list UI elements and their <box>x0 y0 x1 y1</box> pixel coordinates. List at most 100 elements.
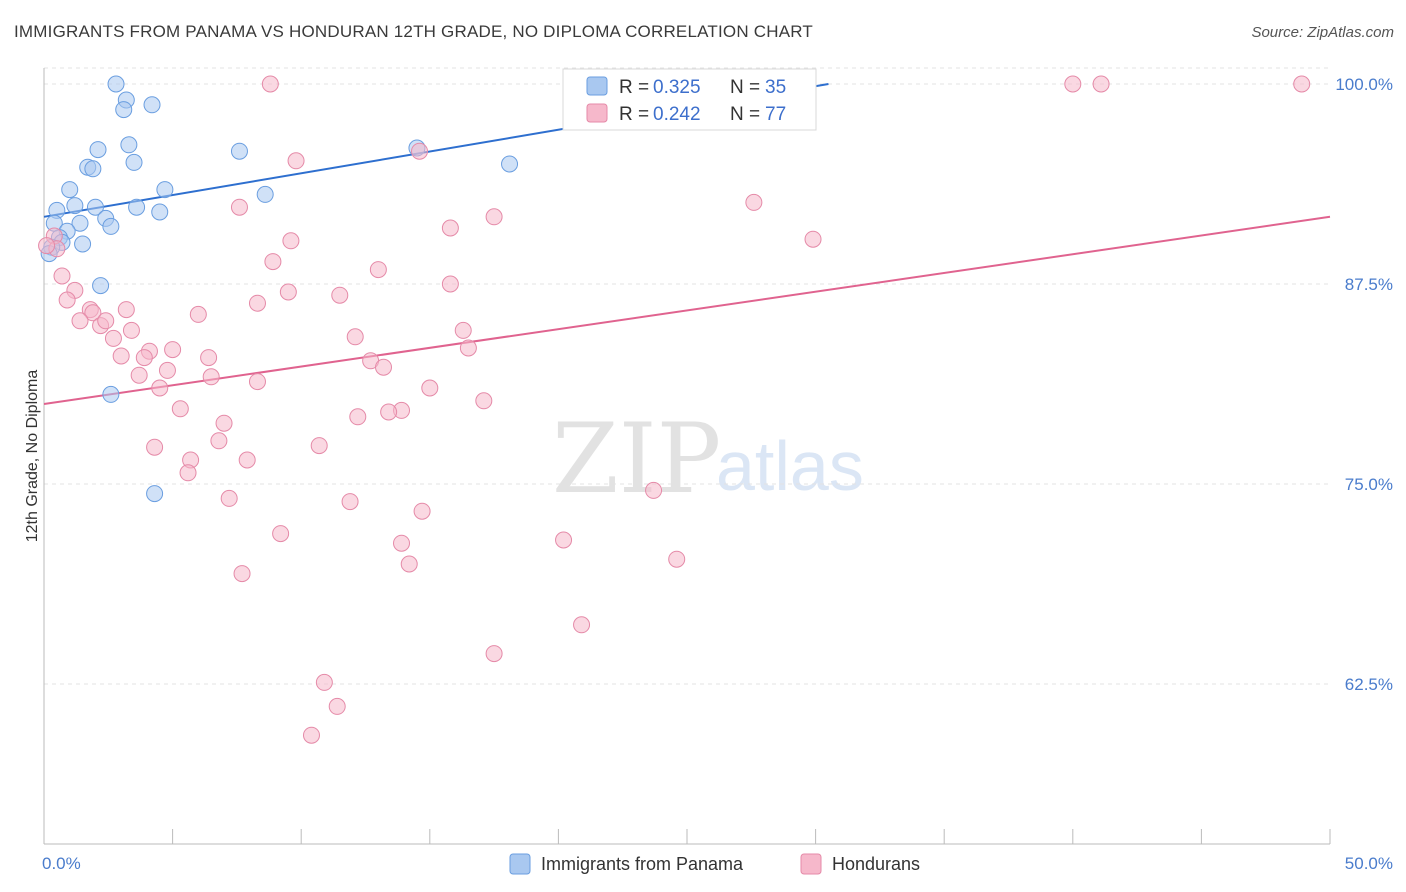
y-axis-title: 12th Grade, No Diploma <box>24 370 41 543</box>
point-hondurans-70 <box>233 565 251 583</box>
point-panama-10 <box>156 181 174 199</box>
point-hondurans-7 <box>230 198 248 216</box>
point-hondurans-2 <box>1064 75 1082 93</box>
point-hondurans-40 <box>135 349 153 367</box>
bottom-legend-swatch-panama <box>509 853 531 875</box>
point-panama-5 <box>89 141 107 159</box>
legend-r-value-hondurans: 0.242 <box>653 104 701 125</box>
point-hondurans-42 <box>375 358 393 376</box>
point-hondurans-46 <box>248 373 266 391</box>
point-hondurans-5 <box>411 142 429 160</box>
axes <box>43 68 1331 845</box>
point-hondurans-18 <box>441 275 459 293</box>
bottom-legend-swatch-hondurans <box>800 853 822 875</box>
point-hondurans-19 <box>279 283 297 301</box>
point-hondurans-48 <box>421 379 439 397</box>
y-tick-label-2: 87.5% <box>1345 275 1393 294</box>
point-panama-30 <box>256 185 274 203</box>
point-hondurans-57 <box>310 437 328 455</box>
point-hondurans-66 <box>555 531 573 549</box>
legend-n-value-panama: 35 <box>765 77 786 98</box>
point-hondurans-52 <box>380 403 398 421</box>
point-panama-32 <box>501 155 519 173</box>
source-label: Source: ZipAtlas.com <box>1251 24 1394 41</box>
point-hondurans-60 <box>179 464 197 482</box>
point-hondurans-43 <box>158 361 176 379</box>
legend-r-label: R = <box>619 104 649 125</box>
point-hondurans-63 <box>341 493 359 511</box>
point-panama-27 <box>102 385 120 403</box>
point-hondurans-69 <box>400 555 418 573</box>
x-tick-label-max: 50.0% <box>1345 854 1393 873</box>
point-hondurans-6 <box>287 152 305 170</box>
point-hondurans-36 <box>164 341 182 359</box>
point-hondurans-4 <box>1293 75 1311 93</box>
point-hondurans-45 <box>202 368 220 386</box>
point-hondurans-35 <box>459 339 477 357</box>
point-hondurans-38 <box>112 347 130 365</box>
point-hondurans-54 <box>215 414 233 432</box>
point-hondurans-15 <box>264 253 282 271</box>
point-hondurans-9 <box>485 208 503 226</box>
trendline-1 <box>43 215 1331 405</box>
point-panama-6 <box>125 153 143 171</box>
point-hondurans-56 <box>146 438 164 456</box>
legend-n-label: N = <box>730 104 760 125</box>
y-tick-label-0: 62.5% <box>1345 675 1393 694</box>
point-hondurans-12 <box>282 232 300 250</box>
point-panama-11 <box>66 197 84 215</box>
point-panama-2 <box>143 96 161 114</box>
point-panama-9 <box>61 181 79 199</box>
point-hondurans-71 <box>573 616 591 634</box>
point-hondurans-22 <box>58 291 76 309</box>
point-hondurans-65 <box>272 525 290 543</box>
point-hondurans-31 <box>122 321 140 339</box>
point-hondurans-23 <box>248 294 266 312</box>
trendlines <box>43 83 1331 405</box>
legend-r-value-panama: 0.325 <box>653 77 701 98</box>
bottom-legend-label-panama: Immigrants from Panama <box>541 854 744 874</box>
point-hondurans-49 <box>475 392 493 410</box>
point-panama-4 <box>120 136 138 154</box>
point-hondurans-72 <box>485 645 503 663</box>
point-hondurans-30 <box>97 312 115 330</box>
point-panama-26 <box>92 277 110 295</box>
point-hondurans-20 <box>331 286 349 304</box>
point-panama-18 <box>71 214 89 232</box>
point-panama-12 <box>86 198 104 216</box>
bottom-legend-label-hondurans: Hondurans <box>832 854 920 874</box>
point-hondurans-27 <box>84 304 102 322</box>
legend-swatch-panama <box>586 76 608 96</box>
point-hondurans-34 <box>104 329 122 347</box>
point-hondurans-8 <box>745 193 763 211</box>
point-panama-23 <box>74 235 92 253</box>
point-hondurans-32 <box>454 321 472 339</box>
point-hondurans-17 <box>53 267 71 285</box>
point-hondurans-25 <box>189 305 207 323</box>
point-hondurans-0 <box>261 75 279 93</box>
legend-r-label: R = <box>619 77 649 98</box>
point-hondurans-67 <box>393 534 411 552</box>
point-panama-28 <box>146 485 164 503</box>
point-hondurans-68 <box>668 550 686 568</box>
point-hondurans-73 <box>315 673 333 691</box>
x-tick-label-min: 0.0% <box>42 854 81 873</box>
point-panama-0 <box>107 75 125 93</box>
point-hondurans-33 <box>346 328 364 346</box>
y-tick-label-3: 100.0% <box>1335 75 1393 94</box>
point-hondurans-76 <box>38 237 56 255</box>
point-hondurans-61 <box>645 481 663 499</box>
point-hondurans-39 <box>200 349 218 367</box>
y-tick-labels: 62.5% 75.0% 87.5% 100.0% <box>1335 75 1393 694</box>
legend: R = 0.325 N = 35 R = 0.242 N = 77 <box>562 68 817 131</box>
point-hondurans-28 <box>71 312 89 330</box>
bottom-legend: Immigrants from Panama Hondurans <box>509 853 920 875</box>
point-hondurans-74 <box>328 697 346 715</box>
watermark-atlas: atlas <box>716 427 864 505</box>
watermark-zip: ZIP <box>552 403 721 515</box>
point-panama-3 <box>115 101 133 119</box>
point-hondurans-10 <box>441 219 459 237</box>
point-hondurans-64 <box>413 502 431 520</box>
point-hondurans-11 <box>804 230 822 248</box>
point-hondurans-55 <box>210 432 228 450</box>
